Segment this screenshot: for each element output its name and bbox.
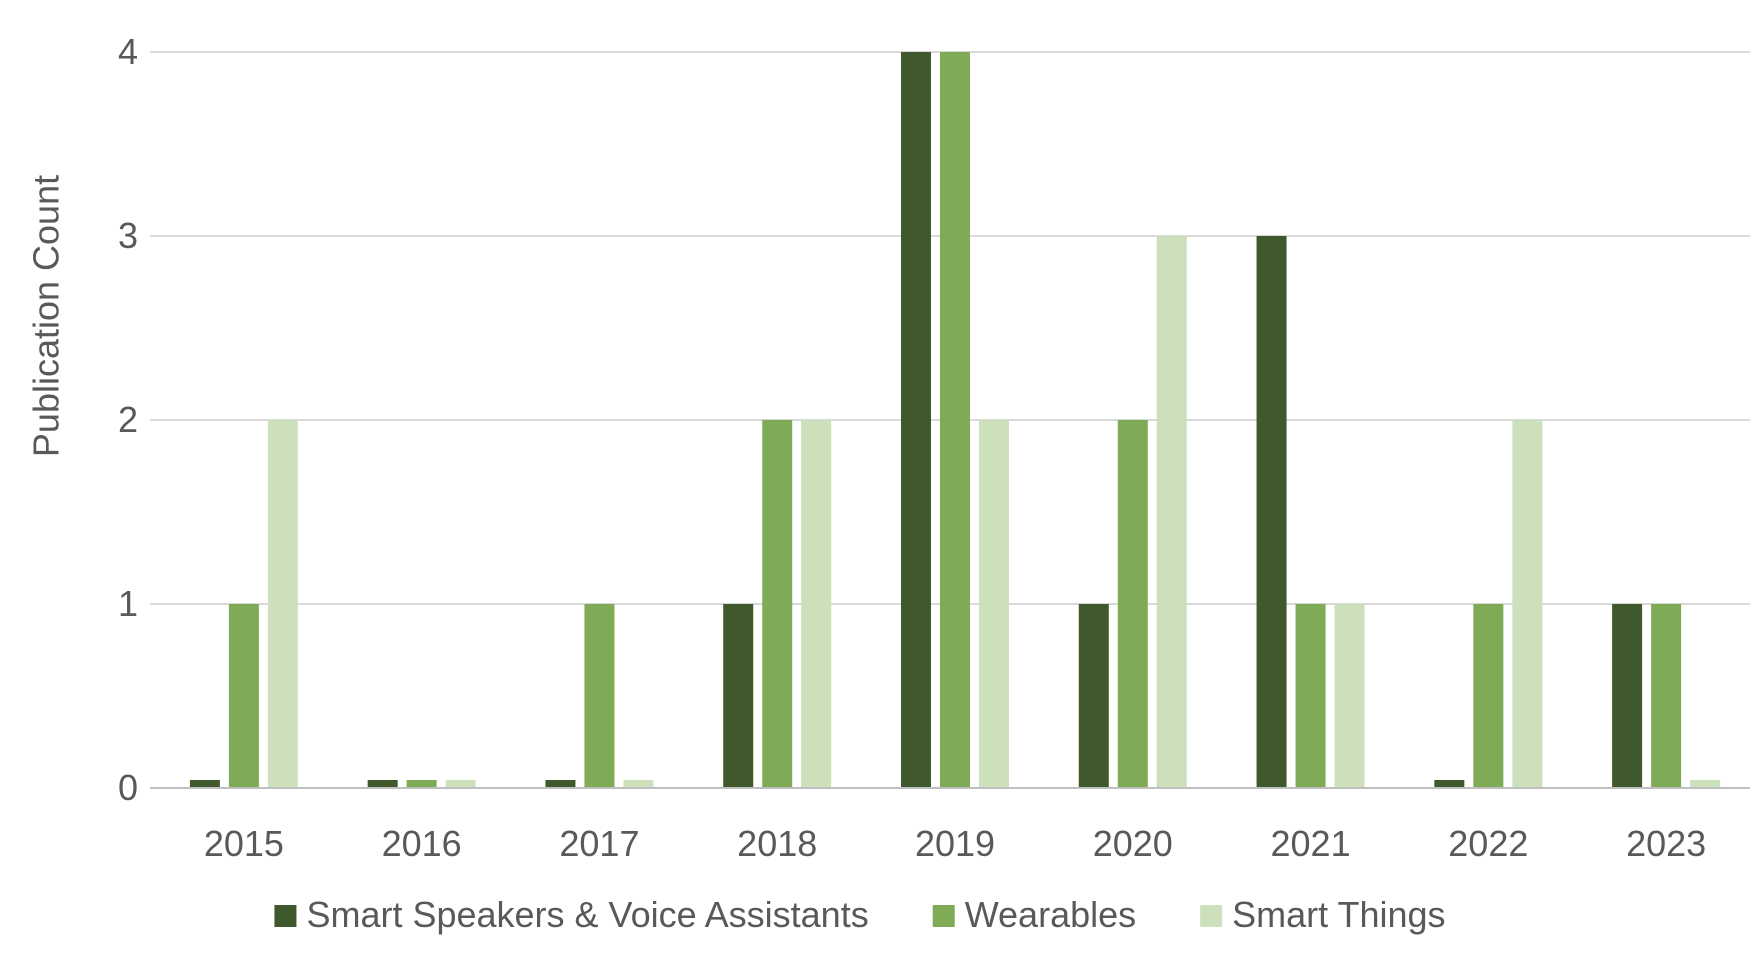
x-tick-label: 2020 [1093,823,1173,864]
bar [445,780,476,788]
bar [1473,604,1504,788]
x-tick-label: 2017 [559,823,639,864]
bar [1156,236,1187,788]
bar [762,420,793,788]
bar [1334,604,1365,788]
x-tick-label: 2022 [1448,823,1528,864]
x-tick-label: 2021 [1271,823,1351,864]
bar [1690,780,1721,788]
bars [189,52,1721,788]
bar [1612,604,1643,788]
x-tick-label: 2023 [1626,823,1706,864]
bar [584,604,615,788]
bar [189,780,220,788]
bar [801,420,832,788]
bar [545,780,576,788]
bar [1117,420,1148,788]
legend-swatch [1200,905,1223,927]
bar [979,420,1009,788]
x-tick-label: 2018 [737,823,817,864]
bar [901,52,931,788]
y-tick-label: 3 [118,215,138,256]
x-tick-label: 2019 [915,823,995,864]
y-tick-label: 1 [118,583,138,624]
bar [1651,604,1682,788]
legend-label: Wearables [965,894,1136,935]
x-tick-label: 2015 [204,823,284,864]
y-tick-label: 2 [118,399,138,440]
bar [1512,420,1543,788]
y-tick-label: 4 [118,31,138,72]
bar [1434,780,1465,788]
bar [723,604,754,788]
x-axis-ticks: 2015 2016 2017 2018 2019 2020 2021 2022 2023 [204,823,1706,864]
legend-label: Smart Speakers & Voice Assistants [306,894,868,935]
y-axis-title: Publication Count [26,175,67,457]
bar [1078,604,1109,788]
legend: Smart Speakers & Voice Assistants Wearabl… [274,894,1446,935]
legend-swatch [932,905,955,927]
legend-swatch [274,905,297,927]
bar [1256,236,1287,788]
bar [228,604,259,788]
x-tick-label: 2016 [382,823,462,864]
y-axis-ticks: 0 1 2 3 4 [118,31,138,808]
bar [623,780,654,788]
legend-label: Smart Things [1232,894,1445,935]
y-tick-label: 0 [118,767,138,808]
bar [1295,604,1326,788]
bar [406,780,437,788]
bar [940,52,970,788]
bar [367,780,398,788]
bar [267,420,298,788]
